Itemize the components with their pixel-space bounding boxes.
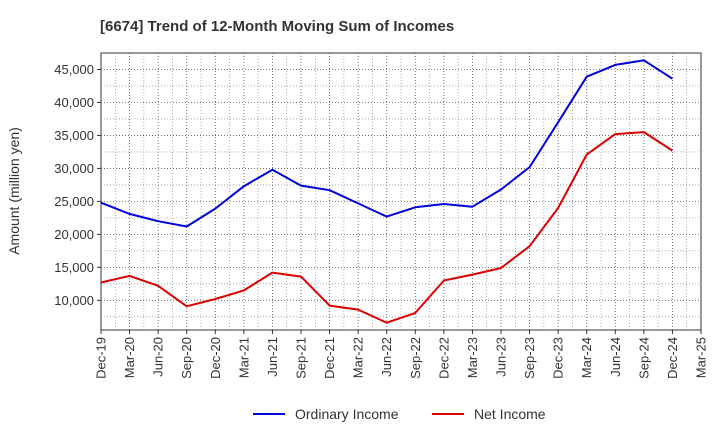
y-tick-label: 15,000	[54, 260, 94, 275]
x-tick-label: Jun-24	[608, 337, 623, 377]
x-tick-label: Dec-20	[208, 337, 223, 379]
series-line-net-income	[100, 131, 673, 324]
y-tick-label: 40,000	[54, 95, 94, 110]
x-tick-label: Jun-22	[379, 337, 394, 377]
legend: Ordinary Income Net Income	[253, 406, 546, 422]
x-tick-label: Dec-24	[665, 337, 680, 379]
series-lines	[100, 59, 673, 324]
y-tick-label: 30,000	[54, 161, 94, 176]
x-tick-label: Mar-23	[465, 337, 480, 378]
x-tick-label: Jun-20	[151, 337, 166, 377]
gridlines	[101, 53, 701, 330]
x-tick-label: Mar-25	[694, 337, 709, 378]
x-tick-label: Mar-24	[579, 337, 594, 378]
x-tick-label: Mar-22	[351, 337, 366, 378]
x-tick-label: Jun-23	[494, 337, 509, 377]
y-tick-label: 45,000	[54, 62, 94, 77]
chart-title: [6674] Trend of 12-Month Moving Sum of I…	[100, 18, 454, 35]
y-tick-label: 25,000	[54, 194, 94, 209]
y-tick-label: 20,000	[54, 227, 94, 242]
x-tick-label: Mar-21	[236, 337, 251, 378]
series-line-ordinary-income	[100, 59, 673, 228]
x-tick-label: Dec-23	[551, 337, 566, 379]
x-tick-label: Dec-21	[322, 337, 337, 379]
x-tick-label: Sep-21	[294, 337, 309, 379]
y-axis-label: Amount (million yen)	[6, 127, 22, 255]
x-tick-label: Dec-22	[436, 337, 451, 379]
legend-label: Net Income	[474, 406, 546, 422]
x-tick-label: Sep-24	[636, 337, 651, 379]
x-tick-label: Sep-20	[179, 337, 194, 379]
x-tick-label: Mar-20	[122, 337, 137, 378]
x-tick-label: Sep-23	[522, 337, 537, 379]
x-tick-label: Sep-22	[408, 337, 423, 379]
y-tick-label: 10,000	[54, 293, 94, 308]
x-axis: Dec-19 Mar-20 Jun-20 Sep-20 Dec-20 Mar-21 Jun-…	[94, 330, 709, 379]
legend-label: Ordinary Income	[295, 406, 399, 422]
x-tick-label: Jun-21	[265, 337, 280, 377]
y-axis: 10,000 15,000 20,000 25,000 30,000 35,000 40,0…	[54, 62, 101, 308]
y-tick-label: 35,000	[54, 128, 94, 143]
x-tick-label: Dec-19	[94, 337, 109, 379]
